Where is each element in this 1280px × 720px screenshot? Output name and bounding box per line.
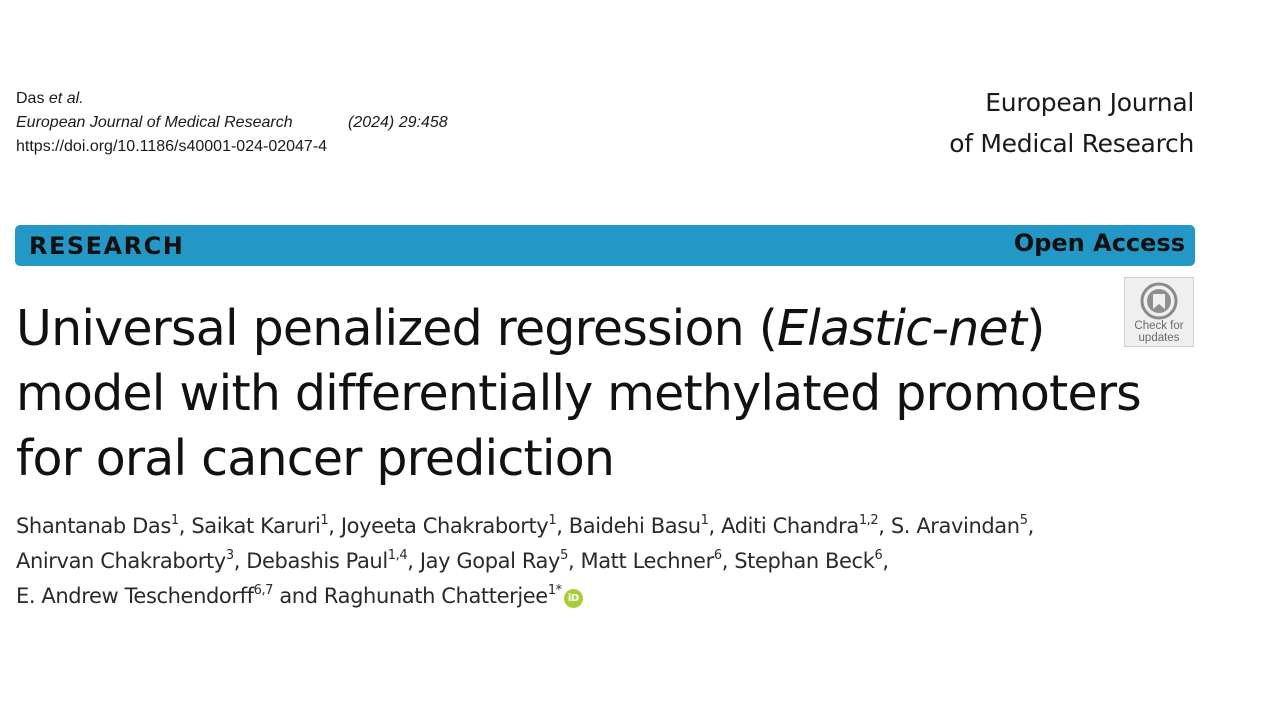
citation-journal-line: European Journal of Medical Research (202…: [16, 111, 448, 135]
author-separator: ,: [1027, 514, 1035, 538]
author-item: Stephan Beck6,: [734, 548, 889, 573]
author-item: Raghunath Chatterjee1*: [324, 584, 562, 608]
author-item: Anirvan Chakraborty3,: [16, 549, 246, 573]
title-part1: Universal penalized regression (: [16, 300, 778, 357]
citation-author-lead: Das: [16, 90, 45, 107]
author-name[interactable]: Anirvan Chakraborty: [16, 549, 226, 573]
orcid-icon[interactable]: iD: [563, 589, 583, 608]
author-separator: ,: [708, 514, 722, 538]
title-part2: ): [1026, 300, 1045, 357]
author-separator: ,: [233, 549, 247, 573]
check-for-updates-icon: [1140, 282, 1178, 320]
author-name[interactable]: Aditi Chandra: [721, 514, 859, 538]
author-separator: ,: [721, 549, 735, 573]
journal-brand-line2: of Medical Research: [949, 129, 1194, 158]
author-affiliation: 1,4: [387, 548, 408, 563]
author-affiliation: 1: [170, 513, 179, 528]
author-separator: and: [273, 584, 324, 608]
citation-volume: (2024) 29:458: [348, 114, 448, 131]
author-item: E. Andrew Teschendorff6,7 and: [16, 584, 324, 608]
author-separator: ,: [882, 549, 889, 573]
author-item: Jay Gopal Ray5,: [420, 549, 581, 573]
author-name[interactable]: E. Andrew Teschendorff: [16, 584, 254, 608]
author-separator: ,: [556, 514, 569, 538]
author-list: Shantanab Das1, Saikat Karuri1, Joyeeta …: [16, 509, 1176, 614]
author-name[interactable]: Raghunath Chatterjee: [323, 584, 548, 608]
author-name[interactable]: S. Aravindan: [890, 514, 1020, 538]
author-affiliation: 1,2: [858, 513, 879, 528]
author-affiliation: 5: [1019, 513, 1028, 528]
open-access-label: Open Access: [1013, 229, 1185, 257]
check-updates-line2: updates: [1138, 332, 1180, 344]
citation-doi-link[interactable]: https://doi.org/10.1186/s40001-024-02047…: [16, 138, 328, 155]
author-name[interactable]: Debashis Paul: [246, 549, 388, 573]
author-separator: ,: [178, 514, 192, 538]
author-separator: ,: [407, 549, 420, 573]
author-name[interactable]: Shantanab Das: [16, 514, 171, 538]
citation-block: Das et al. European Journal of Medical R…: [16, 87, 448, 159]
journal-brand-line1: European Journal: [985, 88, 1194, 117]
author-affiliation: 3: [225, 548, 234, 563]
author-item: Joyeeta Chakraborty1,: [341, 514, 569, 538]
title-line2: model with differentially methylated pro…: [16, 365, 1142, 422]
author-item: S. Aravindan5,: [891, 514, 1034, 538]
section-label: RESEARCH: [29, 232, 185, 260]
author-item: Baidehi Basu1,: [569, 514, 721, 538]
author-separator: ,: [878, 514, 891, 538]
citation-journal: European Journal of Medical Research: [16, 114, 293, 131]
author-affiliation: 1: [700, 513, 709, 528]
title-italic: Elastic-net: [777, 300, 1027, 357]
check-for-updates-button[interactable]: Check for updates: [1124, 277, 1194, 347]
section-banner: RESEARCH Open Access: [15, 225, 1195, 266]
author-name[interactable]: Stephan Beck: [734, 549, 875, 573]
author-separator: ,: [567, 549, 581, 573]
check-for-updates-label: Check for updates: [1125, 320, 1193, 344]
author-item: Saikat Karuri1,: [191, 514, 341, 538]
author-name[interactable]: Jay Gopal Ray: [419, 549, 561, 573]
author-separator: ,: [328, 514, 341, 538]
author-affiliation: 6: [874, 548, 883, 563]
author-affiliation: 1: [548, 513, 557, 528]
author-name[interactable]: Saikat Karuri: [191, 514, 321, 538]
author-item: Matt Lechner6,: [581, 549, 735, 573]
article-title: Universal penalized regression (Elastic-…: [16, 296, 1206, 491]
author-affiliation: 1*: [547, 583, 562, 598]
author-name[interactable]: Baidehi Basu: [568, 514, 701, 538]
author-name[interactable]: Joyeeta Chakraborty: [340, 514, 549, 538]
author-affiliation: 5: [560, 548, 568, 563]
journal-brand: European Journal of Medical Research: [949, 82, 1194, 164]
author-item: Debashis Paul1,4,: [246, 549, 420, 573]
citation-etal: et al.: [48, 90, 84, 107]
title-line3: for oral cancer prediction: [16, 430, 615, 487]
author-item: Aditi Chandra1,2,: [721, 514, 891, 538]
citation-authors: Das et al.: [16, 87, 448, 111]
author-affiliation: 6: [713, 548, 722, 563]
author-name[interactable]: Matt Lechner: [580, 549, 715, 573]
author-item: Shantanab Das1,: [16, 514, 191, 538]
author-affiliation: 1: [320, 513, 329, 528]
check-updates-line1: Check for: [1134, 320, 1184, 332]
author-affiliation: 6,7: [253, 583, 274, 598]
